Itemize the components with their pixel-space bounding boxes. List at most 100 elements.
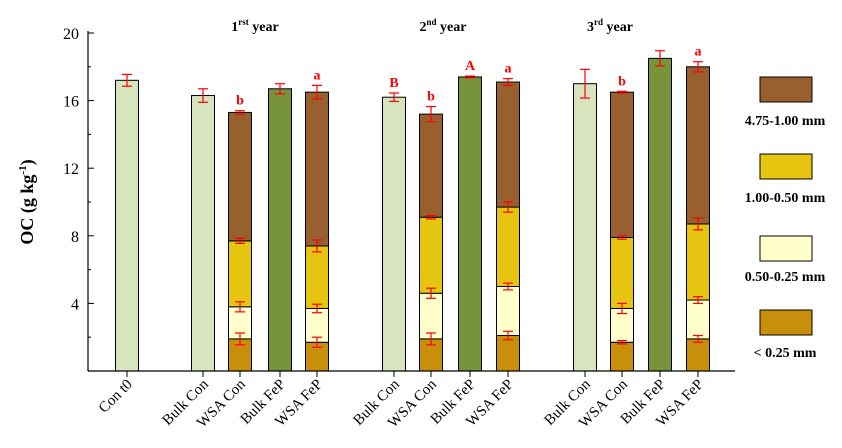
error-bar (235, 110, 245, 115)
bar-segment (305, 245, 329, 309)
legend-label: < 0.25 mm (754, 346, 817, 361)
year-header: 2nd year (420, 17, 467, 35)
error-bar (312, 84, 322, 100)
legend-label: 1.00-0.50 mm (745, 191, 826, 206)
bar-segment (610, 91, 634, 238)
error-bar (312, 336, 322, 348)
bar-1 (115, 73, 139, 372)
error-bar (693, 61, 703, 73)
bar-segment (610, 341, 634, 372)
y-axis-label-exponent: -1 (17, 165, 29, 174)
bar (268, 88, 292, 372)
y-tick-label: 20 (63, 26, 79, 43)
error-bar (235, 332, 245, 346)
bar-segment (419, 292, 443, 340)
bar-segment (305, 91, 329, 247)
bar-segment (686, 66, 710, 225)
bar-13: a (686, 45, 710, 372)
error-bar (465, 75, 475, 79)
bar-segment (686, 299, 710, 340)
error-bar (617, 302, 627, 315)
error-bar (312, 239, 322, 253)
error-bar (503, 282, 513, 291)
year-word: year (603, 20, 633, 35)
bar-9: a (496, 62, 520, 372)
legend-item: 4.75-1.00 mm (745, 76, 826, 129)
legend-swatch (759, 235, 813, 262)
bar (115, 79, 139, 372)
bar-segment (496, 206, 520, 288)
error-bar (655, 50, 665, 67)
significance-letter: b (236, 94, 244, 109)
bar (191, 95, 215, 372)
legend-item: 1.00-0.50 mm (745, 153, 826, 206)
bar-6: B (382, 76, 406, 372)
bar-segment (419, 113, 443, 218)
year-ordinal-suffix: rst (238, 17, 249, 27)
year-word: year (437, 20, 467, 35)
bar-3: b (228, 94, 252, 372)
bar (458, 76, 482, 372)
legend-swatch (759, 76, 813, 103)
bar (382, 96, 406, 372)
year-ordinal-suffix: rd (594, 17, 603, 27)
error-bar (389, 92, 399, 103)
y-axis-label-paren: ) (17, 159, 38, 165)
year-number: 1 (231, 20, 238, 35)
bar-segment (496, 286, 520, 337)
error-bar (312, 303, 322, 314)
significance-letter: a (695, 45, 702, 60)
error-bar (426, 214, 436, 220)
y-axis-label: OC (g kg-1) (17, 159, 38, 244)
error-bar (693, 296, 703, 304)
error-bar (503, 78, 513, 86)
bar-10 (573, 68, 597, 372)
bar-segment (496, 335, 520, 372)
bar-segment (228, 111, 252, 242)
y-tick-label: 12 (63, 161, 79, 178)
error-bar (693, 334, 703, 343)
significance-letter: a (505, 62, 512, 77)
error-bar (503, 330, 513, 341)
bar-segment (686, 338, 710, 372)
error-bar (580, 68, 590, 99)
legend-item: 0.50-0.25 mm (745, 235, 826, 285)
bar-7: b (419, 90, 443, 372)
year-ordinal-suffix: nd (427, 17, 437, 27)
error-bar (426, 287, 436, 299)
bar-8: A (458, 59, 482, 372)
year-number: 2 (420, 20, 427, 35)
significance-letter: b (427, 90, 435, 105)
year-header: 3rd year (587, 17, 633, 35)
error-bar (426, 105, 436, 123)
year-number: 3 (587, 20, 594, 35)
legend-item: < 0.25 mm (754, 309, 817, 361)
significance-letter: a (314, 68, 321, 83)
bar-11: b (610, 74, 634, 372)
error-bar (426, 332, 436, 346)
error-bar (235, 301, 245, 313)
y-tick-label: 16 (63, 94, 79, 111)
error-bar (617, 339, 627, 345)
legend-swatch (759, 309, 813, 336)
y-tick-label: 4 (71, 296, 79, 313)
significance-letter: A (465, 59, 476, 74)
legend-swatch (759, 153, 813, 180)
bar-segment (610, 236, 634, 309)
legend-label: 0.50-0.25 mm (745, 270, 826, 285)
bar-segment (496, 81, 520, 208)
bar-5: a (305, 68, 329, 372)
error-bar (617, 235, 627, 240)
year-header: 1rst year (231, 17, 278, 35)
error-bar (693, 217, 703, 231)
bar (573, 83, 597, 372)
bar-segment (686, 223, 710, 301)
error-bar (503, 201, 513, 213)
year-word: year (249, 20, 279, 35)
bar (648, 57, 672, 372)
bar-segment (228, 240, 252, 308)
legend-label: 4.75-1.00 mm (745, 114, 826, 129)
error-bar (122, 73, 132, 87)
y-tick-label: 8 (71, 229, 79, 246)
